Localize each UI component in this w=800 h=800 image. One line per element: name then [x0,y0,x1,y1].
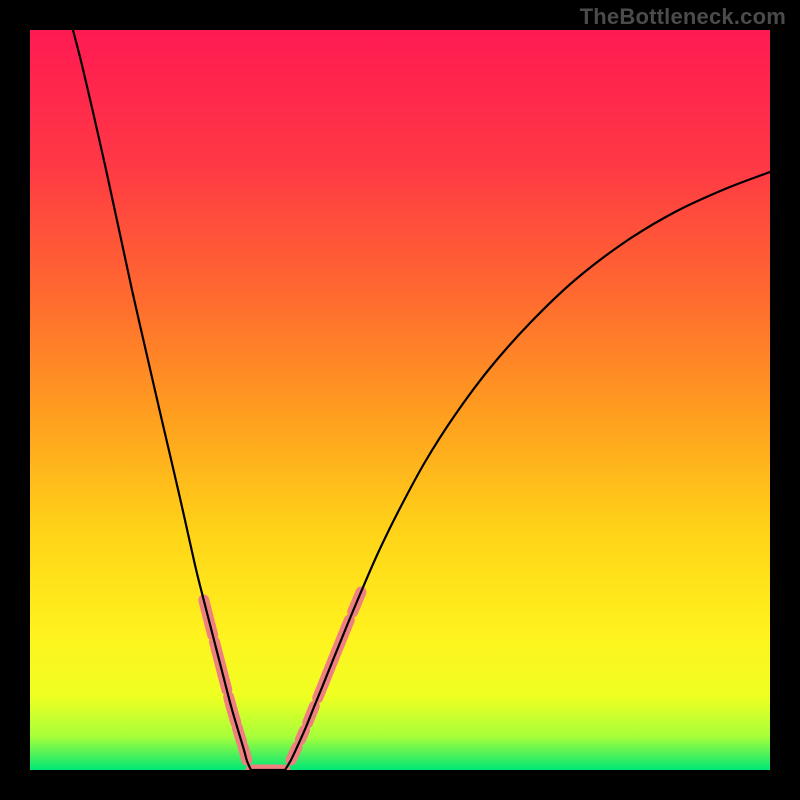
chart-canvas [0,0,800,800]
plot-background [30,30,770,770]
chart-container: TheBottleneck.com [0,0,800,800]
watermark-text: TheBottleneck.com [580,4,786,30]
